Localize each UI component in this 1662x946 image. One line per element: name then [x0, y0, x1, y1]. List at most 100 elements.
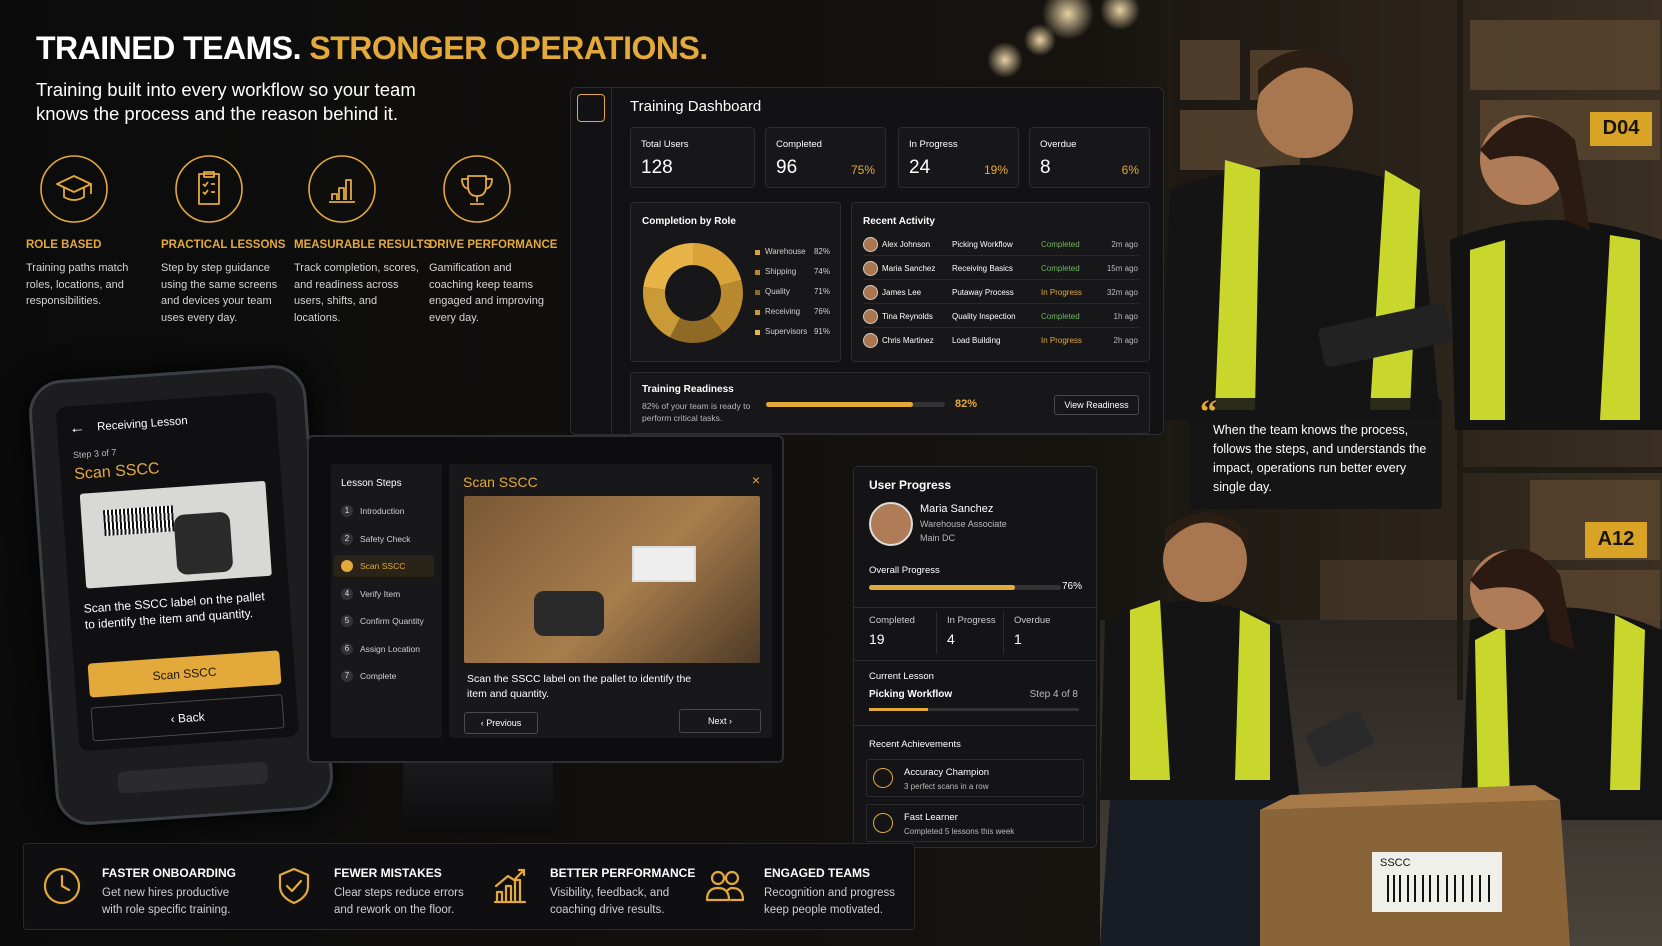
donut-segment — [693, 243, 742, 286]
divider — [854, 660, 1096, 661]
benefits-band: FASTER ONBOARDING Get new hires productiv… — [23, 843, 915, 930]
lesson-barcode — [632, 546, 696, 582]
prev-chevron: ‹ — [480, 718, 487, 728]
activity-lesson: Receiving Basics — [952, 264, 1013, 273]
step-label: Introduction — [360, 506, 405, 516]
feature-text: Gamification and coaching keep teams eng… — [429, 262, 544, 324]
legend-swatch — [755, 310, 760, 315]
legend-name: Shipping — [765, 267, 797, 276]
activity-card: Recent Activity Alex Johnson Picking Work… — [851, 202, 1150, 362]
step-label: Assign Location — [360, 643, 421, 654]
sidebar-home[interactable] — [577, 94, 605, 122]
legend-swatch — [755, 330, 760, 335]
current-step: Step 4 of 8 — [1029, 689, 1078, 700]
avatar — [869, 502, 913, 546]
step-label: Verify Item — [360, 588, 401, 599]
step-label: Step 3 of 7 — [72, 447, 117, 461]
legend-value: 74% — [813, 267, 830, 276]
view-readiness-button[interactable]: View Readiness — [1054, 395, 1139, 415]
barcode-image — [79, 480, 272, 589]
barcode — [102, 505, 175, 537]
count-value: 4 — [947, 631, 955, 647]
activity-lesson: Picking Workflow — [952, 240, 1013, 249]
step-badge: 7 — [341, 670, 353, 682]
benefit-title: ENGAGED TEAMS — [764, 866, 871, 880]
stat-value: 24 — [909, 157, 931, 178]
lesson-image — [464, 496, 760, 663]
step-label: Confirm Quantity — [360, 616, 424, 626]
divider — [854, 725, 1096, 726]
feature-icon — [308, 155, 376, 223]
scan-button[interactable]: Scan SSCC — [87, 650, 282, 698]
subtitle: Training built into every workflow so yo… — [36, 79, 416, 124]
headline-white: TRAINED TEAMS. — [36, 30, 302, 66]
legend-value: 76% — [813, 307, 830, 316]
back-arrow[interactable]: ← — [68, 419, 86, 438]
benefit-icon — [493, 868, 527, 904]
activity-avatar — [863, 237, 878, 252]
feature-icon — [40, 155, 108, 223]
activity-time: 32m ago — [1106, 288, 1138, 297]
feature-title: MEASURABLE RESULTS — [294, 239, 432, 251]
benefit-icon — [278, 867, 310, 905]
achievements-title: Recent Achievements — [869, 739, 961, 750]
activity-name: Alex Johnson — [882, 240, 931, 249]
legend-name: Supervisors — [765, 327, 808, 336]
overall-label: Overall Progress — [869, 565, 940, 576]
achievement-title: Accuracy Champion — [904, 767, 990, 778]
activity-status: Completed — [1041, 264, 1080, 273]
donut-segment — [643, 243, 693, 290]
dashboard-panel: Training Dashboard Completion by Role Wa… — [570, 87, 1164, 435]
close-button[interactable]: × — [751, 472, 760, 488]
current-label: Current Lesson — [869, 671, 934, 682]
handheld-device: ← Receiving Lesson Step 3 of 7 Scan SSCC… — [26, 362, 336, 828]
benefit-title: FASTER ONBOARDING — [102, 866, 237, 880]
activity-time: 15m ago — [1106, 264, 1138, 273]
user-location: Main DC — [920, 533, 956, 543]
benefit-title: BETTER PERFORMANCE — [550, 866, 696, 880]
activity-lesson: Load Building — [952, 336, 1001, 345]
feature-title: ROLE BASED — [26, 239, 102, 251]
next-button[interactable]: Next › — [679, 709, 761, 733]
monitor-stand — [403, 763, 553, 833]
current-bar — [869, 708, 928, 711]
divider — [854, 607, 1096, 608]
activity-status: Completed — [1041, 240, 1080, 249]
current-lesson: Picking Workflow — [869, 689, 953, 700]
activity-name: Maria Sanchez — [882, 264, 936, 273]
lesson-text: Scan the SSCC label on the pallet to ide… — [467, 673, 692, 700]
user-progress-card: User Progress Maria Sanchez Warehouse As… — [853, 466, 1097, 848]
back-text: Back — [177, 709, 206, 726]
activity-name: Tina Reynolds — [882, 312, 933, 321]
screen-text: Scan the SSCC label on the pallet to ide… — [83, 589, 266, 632]
achievement-icon — [873, 813, 893, 833]
dashboard-title: Training Dashboard — [630, 98, 762, 115]
activity-avatar — [863, 285, 878, 300]
benefit-icon — [705, 870, 745, 902]
back-button[interactable]: ‹ Back — [90, 694, 285, 742]
stat-label: In Progress — [909, 139, 958, 150]
stat-label: Overdue — [1040, 139, 1077, 150]
benefit-text: Recognition and progress keep people mot… — [764, 887, 896, 916]
count-label: In Progress — [947, 615, 996, 626]
headline-gold: STRONGER OPERATIONS. — [309, 30, 708, 66]
count-divider — [936, 612, 937, 654]
completion-card: Completion by Role Warehouse 82% Shipping 7… — [630, 202, 841, 362]
readiness-value: 82% — [955, 398, 978, 410]
stat-value: 128 — [641, 157, 673, 178]
overall-track — [869, 585, 1061, 590]
activity-status: In Progress — [1041, 288, 1082, 297]
device-keys — [117, 761, 269, 794]
legend-swatch — [755, 270, 760, 275]
user-name: Maria Sanchez — [920, 503, 994, 515]
previous-button[interactable]: ‹ Previous — [464, 712, 538, 734]
readiness-bar — [766, 402, 913, 407]
feature-text: Step by step guidance using the same scr… — [161, 262, 278, 324]
stat-percent: 19% — [983, 163, 1008, 177]
stat-card: In Progress 24 19% — [898, 127, 1019, 188]
count-divider — [1003, 612, 1004, 654]
achievement-title: Fast Learner — [904, 812, 958, 823]
current-track — [869, 708, 1079, 711]
steps-title: Lesson Steps — [341, 478, 402, 489]
scanner — [173, 511, 234, 576]
